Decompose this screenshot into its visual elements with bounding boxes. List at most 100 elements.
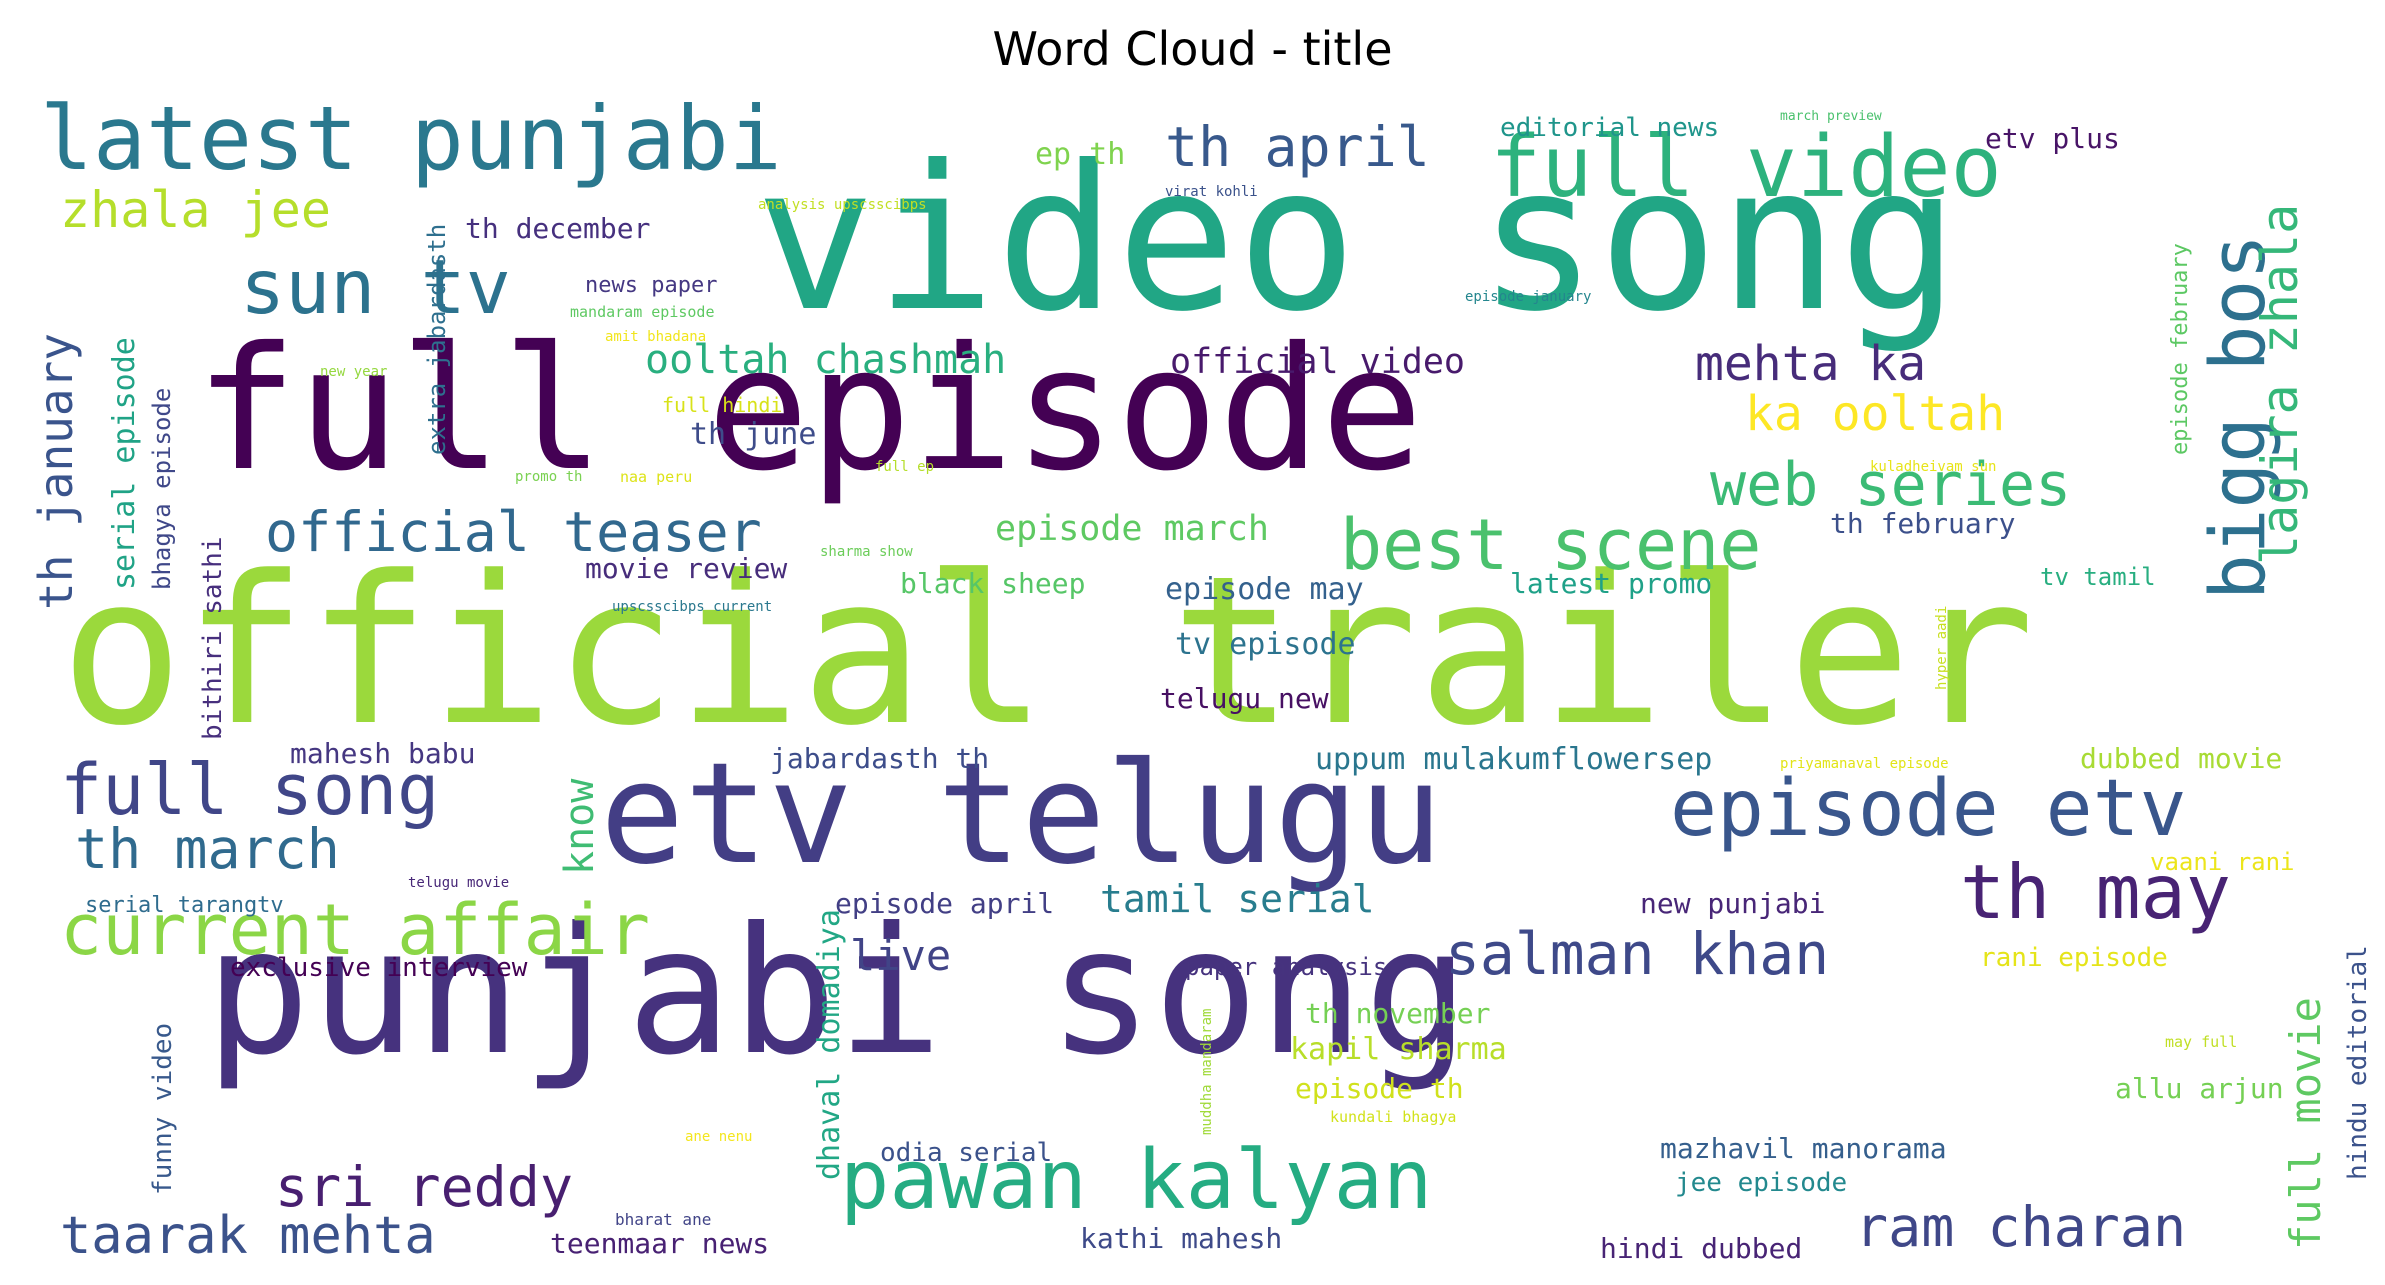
word-episode-april: episode april: [835, 887, 1055, 920]
word-new-year: new year: [320, 364, 388, 380]
word-pawan-kalyan: pawan kalyan: [840, 1133, 1433, 1228]
word-full-ep: full ep: [875, 459, 935, 475]
word-taarak-mehta: taarak mehta: [60, 1206, 436, 1266]
word-episode-th: episode th: [1295, 1072, 1464, 1105]
word-current-affair: current affair: [60, 889, 651, 971]
word-bhagya-episode: bhagya episode: [148, 387, 176, 590]
word-th-april: th april: [1165, 115, 1430, 179]
word-th-june: th june: [690, 417, 817, 452]
word-lagira-zhala: lagira zhala: [2251, 203, 2309, 565]
word-full-movie: full movie: [2281, 997, 2330, 1250]
word-tv-tamil: tv tamil: [2040, 563, 2156, 591]
word-th-february: th february: [1830, 507, 2016, 540]
word-bithiri-sathi: bithiri sathi: [198, 536, 228, 741]
word-ram-charan: ram charan: [1855, 1195, 2187, 1259]
word-salman-khan: salman khan: [1445, 920, 1830, 988]
word-hindu-editorial: hindu editorial: [2343, 945, 2373, 1180]
word-web-series: web series: [1710, 450, 2072, 520]
word-mahesh-babu: mahesh babu: [290, 737, 476, 770]
word-funny-video: funny video: [148, 1022, 178, 1195]
word-may-full: may full: [2165, 1033, 2238, 1051]
word-ooltah-chashmah: ooltah chashmah: [645, 337, 1007, 383]
word-full-song: full song: [60, 749, 440, 831]
word-ka-ooltah: ka ooltah: [1745, 386, 2006, 442]
word-kundali-bhagya: kundali bhagya: [1330, 1108, 1457, 1126]
word-amit-bhadana: amit bhadana: [605, 329, 707, 345]
word-full-episode: full episode: [195, 311, 1424, 509]
word-kapil-sharma: kapil sharma: [1290, 1032, 1507, 1067]
word-kathi-mahesh: kathi mahesh: [1080, 1222, 1283, 1255]
word-serial-episode: serial episode: [107, 337, 142, 590]
word-exclusive-interview: exclusive interview: [230, 953, 528, 983]
word-promo-th: promo th: [515, 469, 583, 485]
word-full-hindi: full hindi: [662, 393, 783, 417]
word-editorial-news: editorial news: [1500, 113, 1720, 143]
word-official-teaser: official teaser: [265, 500, 762, 564]
word-new-punjabi: new punjabi: [1640, 887, 1826, 920]
word-news-paper: news paper: [585, 273, 718, 298]
word-official-video: official video: [1170, 342, 1466, 382]
word-telugu-movie: telugu movie: [408, 875, 510, 891]
word-th-december: th december: [465, 212, 651, 245]
word-ep-th: ep th: [1035, 137, 1126, 172]
word-ane-nenu: ane nenu: [685, 1129, 753, 1145]
word-th-may: th may: [1960, 848, 2231, 936]
word-punjabi-song: punjabi song: [205, 891, 1470, 1094]
word-sun-tv: sun tv: [240, 243, 511, 331]
chart-title: Word Cloud - title: [992, 22, 1393, 76]
word-etv-telugu: etv telugu: [600, 733, 1443, 896]
word-virat-kohli: virat kohli: [1165, 184, 1258, 200]
word-th-january: th january: [29, 333, 83, 610]
word-mazhavil-manorama: mazhavil manorama: [1660, 1132, 1947, 1165]
word-paper-analysis: paper analysis: [1185, 953, 1388, 981]
word-uppum-mulakumflowersep: uppum mulakumflowersep: [1315, 742, 1713, 777]
word-mehta-ka: mehta ka: [1695, 336, 1927, 392]
word-dubbed-movie: dubbed movie: [2080, 742, 2283, 775]
word-allu-arjun: allu arjun: [2115, 1072, 2284, 1105]
word-rani-episode: rani episode: [1980, 943, 2168, 973]
word-latest-punjabi: latest punjabi: [40, 87, 782, 190]
word-mandaram-episode: mandaram episode: [570, 303, 715, 321]
word-muddha-mandaram: muddha mandaram: [1199, 1008, 1215, 1135]
word-sri-reddy: sri reddy: [275, 1155, 574, 1219]
word-teenmaar-news: teenmaar news: [550, 1227, 770, 1260]
word-best-scene: best scene: [1340, 504, 1762, 586]
word-serial-tarangtv: serial tarangtv: [85, 893, 284, 918]
word-episode-may: episode may: [1165, 572, 1364, 607]
word-bharat-ane: bharat ane: [615, 1210, 712, 1229]
word-odia-serial: odia serial: [880, 1138, 1053, 1168]
word-march-preview: march preview: [1780, 109, 1882, 124]
word-episode-etv: episode etv: [1670, 764, 2187, 854]
word-tv-episode: tv episode: [1175, 627, 1356, 662]
word-video-song: video song: [755, 123, 1960, 356]
word-etv-plus: etv plus: [1985, 122, 2120, 155]
word-upscsscibps-current: upscsscibps current: [612, 599, 773, 615]
word-vaani-rani: vaani rani: [2150, 848, 2295, 876]
word-zhala-jee: zhala jee: [60, 181, 331, 239]
word-dhaval-domadiya: dhaval domadiya: [812, 909, 847, 1180]
word-episode-february: episode february: [2168, 243, 2193, 455]
word-official-trailer: official trailer: [60, 533, 2035, 771]
word-black-sheep: black sheep: [900, 567, 1086, 600]
word-jee-episode: jee episode: [1675, 1168, 1848, 1198]
word-live: live: [850, 931, 952, 980]
word-episode-january: episode january: [1465, 289, 1592, 305]
word-latest-promo: latest promo: [1510, 567, 1713, 600]
word-kuladheivam-sun: kuladheivam sun: [1870, 459, 1997, 475]
word-sharma-show: sharma show: [820, 544, 913, 560]
word-full-video: full video: [1490, 118, 2002, 217]
word-hyper-aadi: hyper aadi: [1934, 605, 1950, 690]
word-naa-peru: naa peru: [620, 468, 693, 486]
word-extra-jabardasth: extra jabardasth: [423, 223, 451, 455]
word-hindi-dubbed: hindi dubbed: [1600, 1232, 1803, 1265]
word-priyamanaval-episode: priyamanaval episode: [1780, 756, 1949, 772]
word-tamil-serial: tamil serial: [1100, 877, 1375, 921]
word-episode-march: episode march: [995, 509, 1269, 549]
word-th-november: th november: [1305, 997, 1491, 1030]
word-know: know: [557, 778, 603, 875]
word-jabardasth-th: jabardasth th: [770, 742, 990, 775]
word-analysis-upscsscibps: analysis upscsscibps: [758, 197, 927, 213]
word-movie-review: movie review: [585, 552, 788, 585]
word-telugu-new: telugu new: [1160, 682, 1329, 715]
